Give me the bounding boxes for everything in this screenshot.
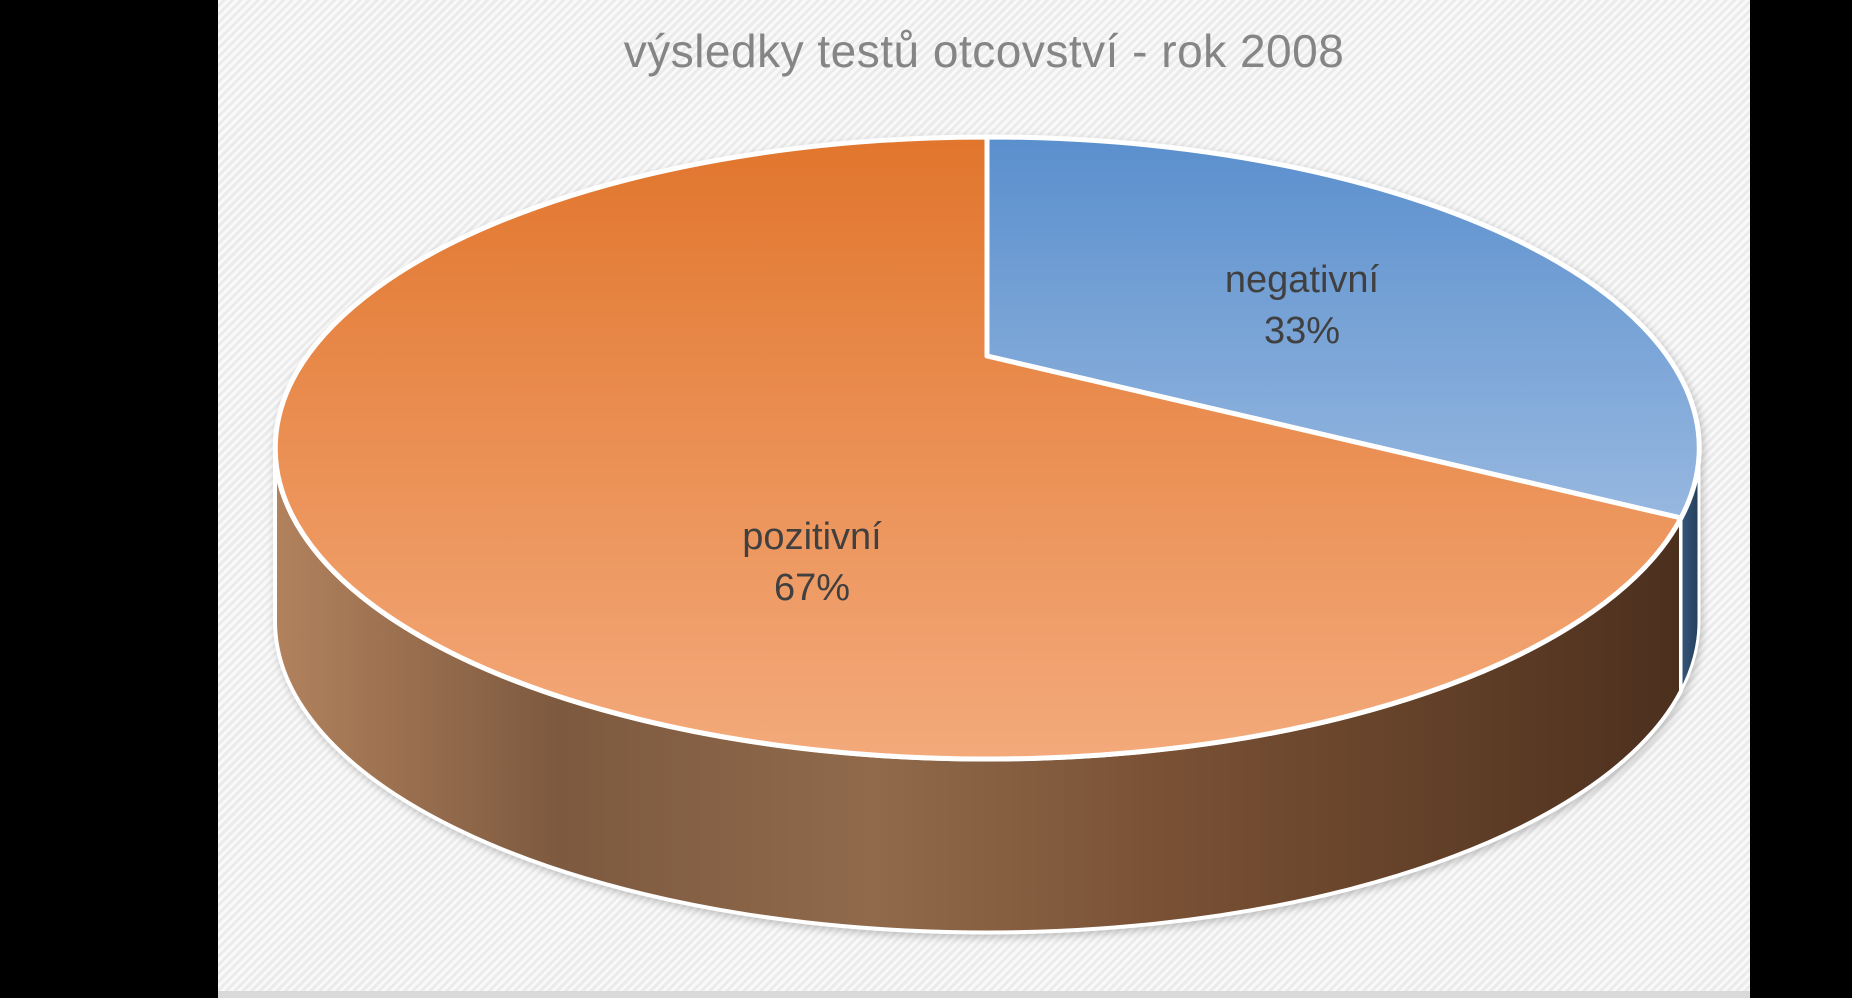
chart-title: výsledky testů otcovství - rok 2008 xyxy=(623,25,1345,77)
pie-chart xyxy=(272,134,1702,935)
letterbox-right xyxy=(1750,0,1852,998)
slide-canvas: výsledky testů otcovství - rok 2008 nega… xyxy=(218,0,1750,998)
data-label-negativni-name: negativní xyxy=(1224,259,1380,301)
pie-slice-pozitivni xyxy=(272,134,1684,762)
data-label-negativni-pct: 33% xyxy=(1263,310,1341,352)
data-label-pozitivni-pct: 67% xyxy=(773,567,851,609)
slide-bottom-edge xyxy=(218,991,1750,998)
data-label-pozitivni: pozitivní 67% xyxy=(682,512,942,614)
pie-slice-negativni xyxy=(984,134,1702,521)
data-label-pozitivni-name: pozitivní xyxy=(742,516,882,558)
data-label-negativni: negativní 33% xyxy=(1172,255,1432,357)
letterbox-left xyxy=(0,0,218,998)
